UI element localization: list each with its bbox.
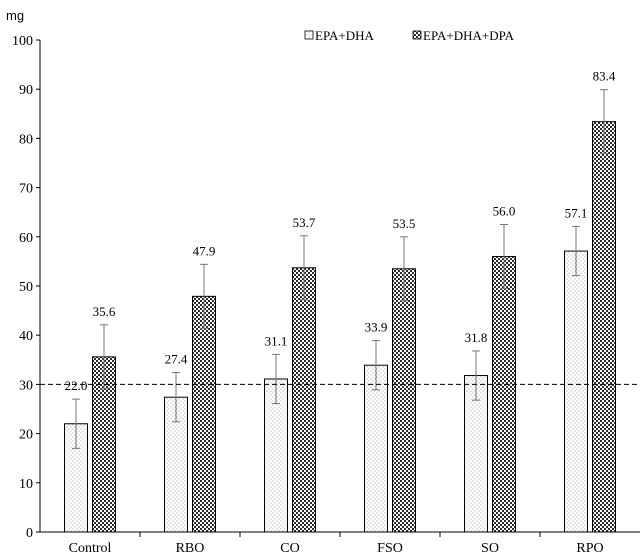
data-label: 31.1: [265, 333, 288, 348]
data-label: 35.6: [93, 304, 116, 319]
data-label: 56.0: [493, 204, 516, 219]
bar-epa-dha: [564, 250, 588, 533]
x-tick-label: FSO: [377, 541, 403, 556]
axes: 0 10 20 30 40 50 60 70 80 90 100 Control RBO CO FSO SO R…: [12, 34, 640, 556]
y-tick-label: 30: [19, 378, 33, 393]
data-label: 27.4: [165, 352, 188, 367]
bar-epa-dha-dpa: [192, 295, 216, 533]
x-tick-label: SO: [481, 541, 499, 556]
legend: EPA+DHA EPA+DHA+DPA: [304, 28, 515, 43]
y-tick-label: 60: [19, 231, 33, 246]
bar-epa-dha-dpa: [492, 255, 516, 533]
x-tick-label: CO: [280, 541, 299, 556]
data-label: 33.9: [365, 320, 388, 335]
bars: 22.0 35.6 27.4 47.9 31.1 53.7 33.9 53.5 31.8 56.0…: [40, 69, 640, 533]
data-label: 47.9: [193, 243, 216, 258]
x-tick-label: Control: [69, 541, 112, 556]
y-tick-label: 70: [19, 182, 33, 197]
legend-swatch: [304, 30, 314, 40]
y-tick-label: 10: [19, 477, 33, 492]
y-tick-label: 100: [12, 34, 33, 49]
data-label: 53.5: [393, 216, 416, 231]
legend-swatch: [412, 30, 422, 40]
y-tick-label: 40: [19, 329, 33, 344]
data-label: 22.0: [65, 378, 88, 393]
data-label: 53.7: [293, 215, 316, 230]
y-tick-label: 50: [19, 280, 33, 295]
data-label: 57.1: [565, 205, 588, 220]
data-label: 31.8: [465, 330, 488, 345]
legend-label: EPA+DHA: [315, 28, 374, 43]
bar-epa-dha-dpa: [392, 268, 416, 533]
legend-label: EPA+DHA+DPA: [423, 28, 515, 43]
bar-epa-dha-dpa: [592, 121, 616, 533]
y-axis-unit: mg: [6, 8, 24, 23]
data-label: 83.4: [593, 69, 616, 84]
x-tick-label: RBO: [176, 541, 205, 556]
y-tick-label: 0: [26, 526, 33, 541]
bar-epa-dha-dpa: [292, 267, 316, 533]
x-tick-label: RPO: [576, 541, 603, 556]
y-tick-label: 90: [19, 83, 33, 98]
y-tick-label: 20: [19, 428, 33, 443]
y-tick-label: 80: [19, 132, 33, 147]
